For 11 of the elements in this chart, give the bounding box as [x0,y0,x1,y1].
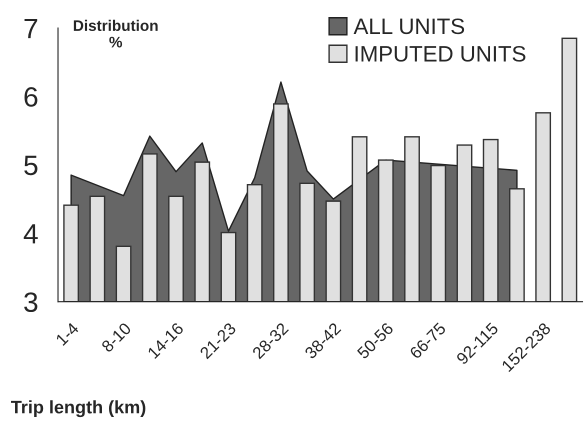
y-axis-title: Distribution % [74,20,158,48]
y-tick-label: 4 [24,224,38,244]
x-tick-label: 1-4 [55,322,80,346]
legend-label: IMPUTED UNITS [356,46,526,62]
y-tick-label: 6 [24,87,38,107]
x-axis-title: Trip length (km) [11,400,146,418]
x-tick-label: 8-10 [100,322,132,353]
y-tick-label: 5 [24,156,38,176]
legend-label: ALL UNITS [354,18,464,34]
y-tick-label: 7 [24,18,38,38]
y-tick-label: 3 [24,292,38,312]
